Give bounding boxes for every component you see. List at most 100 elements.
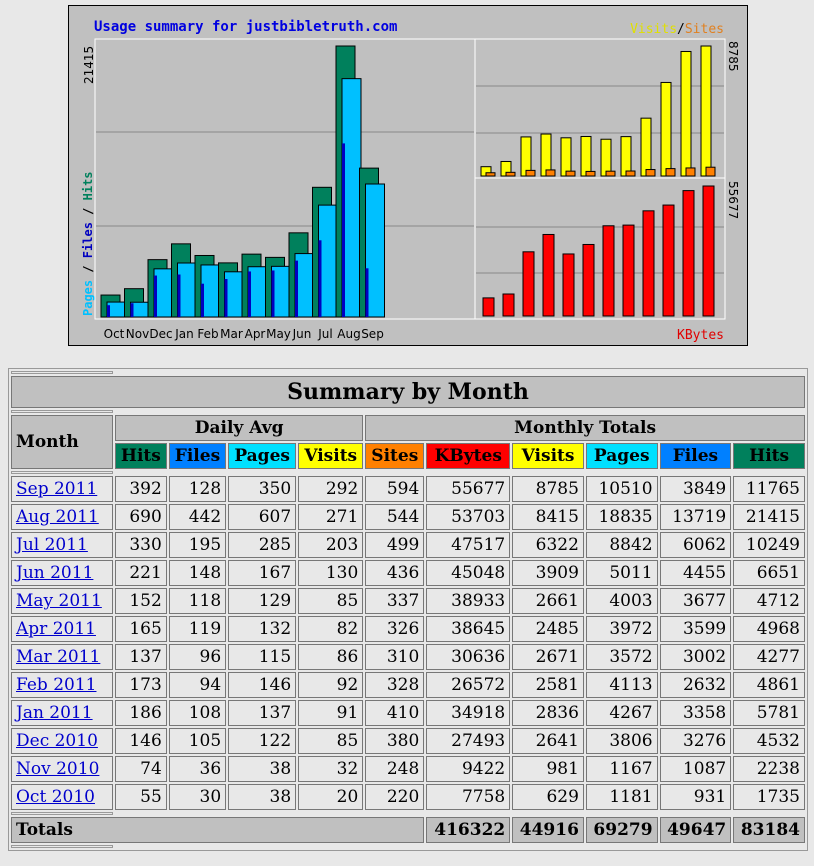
month-cell: May 2011: [11, 588, 113, 614]
month-link[interactable]: Jul 2011: [16, 535, 88, 555]
value-cell: 132: [228, 616, 297, 642]
ylabel-part: /: [81, 200, 95, 222]
total-cell: 49647: [659, 817, 732, 843]
value-cell: 167: [228, 560, 297, 586]
kbytes-bar: [622, 224, 635, 317]
ylabel-part: Files: [81, 222, 95, 258]
value-cell: 271: [298, 504, 364, 530]
column-header-visits: Visits: [512, 443, 584, 469]
column-header-pages: Pages: [585, 443, 658, 469]
value-cell: 3677: [659, 588, 732, 614]
value-cell: 337: [365, 588, 425, 614]
visits-bar: [640, 117, 652, 177]
totals-label: Totals: [11, 817, 425, 843]
month-header: Month: [11, 415, 113, 469]
visits-bar: [700, 45, 712, 177]
value-cell: 82: [298, 616, 364, 642]
files-bar: [365, 268, 369, 317]
month-link[interactable]: Oct 2010: [16, 787, 95, 807]
value-cell: 310: [365, 644, 425, 670]
value-cell: 2661: [512, 588, 584, 614]
value-cell: 326: [365, 616, 425, 642]
value-cell: 3002: [659, 644, 732, 670]
month-link[interactable]: Apr 2011: [16, 619, 96, 639]
column-header-pages: Pages: [228, 443, 297, 469]
total-cell: 83184: [733, 817, 805, 843]
month-label: Feb: [197, 327, 218, 341]
total-cell: 44916: [512, 817, 584, 843]
value-cell: 330: [115, 532, 167, 558]
sites-bar: [505, 171, 516, 177]
value-cell: 27493: [426, 728, 511, 754]
value-cell: 3572: [585, 644, 658, 670]
month-cell: Mar 2011: [11, 644, 113, 670]
sites-bar: [665, 168, 676, 177]
month-link[interactable]: Dec 2010: [16, 731, 98, 751]
value-cell: 350: [228, 476, 297, 502]
month-link[interactable]: Mar 2011: [16, 647, 101, 667]
value-cell: 2632: [659, 672, 732, 698]
value-cell: 146: [115, 728, 167, 754]
table-row: Jul 2011 330 195 285 203 499 47517 6322 8842 6062…: [11, 532, 805, 558]
value-cell: 292: [298, 476, 364, 502]
value-cell: 91: [298, 700, 364, 726]
column-header-sites: Sites: [365, 443, 425, 469]
value-cell: 26572: [426, 672, 511, 698]
table-row: Apr 2011 165 119 132 82 326 38645 2485 3972 3599 4…: [11, 616, 805, 642]
column-header-files: Files: [659, 443, 732, 469]
value-cell: 30: [168, 784, 227, 810]
value-cell: 6062: [659, 532, 732, 558]
value-cell: 4968: [733, 616, 805, 642]
value-cell: 186: [115, 700, 167, 726]
value-cell: 4277: [733, 644, 805, 670]
value-cell: 130: [298, 560, 364, 586]
month-link[interactable]: May 2011: [16, 591, 102, 611]
month-link[interactable]: Jun 2011: [16, 563, 94, 583]
files-bar: [342, 143, 345, 317]
kbytes-bar: [522, 251, 535, 317]
files-bar: [295, 260, 298, 317]
value-cell: 203: [298, 532, 364, 558]
value-cell: 38645: [426, 616, 511, 642]
value-cell: 629: [512, 784, 584, 810]
month-link[interactable]: Aug 2011: [16, 507, 99, 527]
value-cell: 128: [168, 476, 227, 502]
sites-bar: [645, 169, 656, 177]
value-cell: 18835: [585, 504, 658, 530]
table-row: Oct 2010 55 30 38 20 220 7758 629 1181 931 1735: [11, 784, 805, 810]
value-cell: 10510: [585, 476, 658, 502]
month-label: Apr: [245, 327, 266, 341]
legend-sites: Sites: [685, 22, 724, 37]
value-cell: 2238: [733, 756, 805, 782]
files-bar: [154, 275, 157, 317]
value-cell: 2485: [512, 616, 584, 642]
total-cell: 69279: [585, 817, 658, 843]
value-cell: 8415: [512, 504, 584, 530]
month-label: Dec: [149, 327, 172, 341]
value-cell: 3972: [585, 616, 658, 642]
month-link[interactable]: Jan 2011: [16, 703, 93, 723]
kbytes-bar: [582, 243, 595, 317]
value-cell: 165: [115, 616, 167, 642]
value-cell: 5781: [733, 700, 805, 726]
files-bar: [107, 305, 110, 317]
month-label: Nov: [126, 327, 149, 341]
visits-bar: [600, 138, 612, 177]
table-row: Dec 2010 146 105 122 85 380 27493 2641 3806 3276 4…: [11, 728, 805, 754]
value-cell: 2641: [512, 728, 584, 754]
value-cell: 10249: [733, 532, 805, 558]
value-cell: 7758: [426, 784, 511, 810]
main-ylabel: Pages / Files / Hits: [81, 171, 95, 316]
kbytes-bar: [682, 190, 695, 317]
value-cell: 45048: [426, 560, 511, 586]
table-row: Nov 2010 74 36 38 32 248 9422 981 1167 1087 2238: [11, 756, 805, 782]
kbytes-bar: [562, 253, 575, 317]
month-link[interactable]: Sep 2011: [16, 479, 98, 499]
value-cell: 3806: [585, 728, 658, 754]
ylabel-part: Hits: [81, 171, 95, 200]
month-link[interactable]: Nov 2010: [16, 759, 100, 779]
month-link[interactable]: Feb 2011: [16, 675, 97, 695]
month-label: Jun: [292, 327, 312, 341]
value-cell: 21415: [733, 504, 805, 530]
value-cell: 4532: [733, 728, 805, 754]
